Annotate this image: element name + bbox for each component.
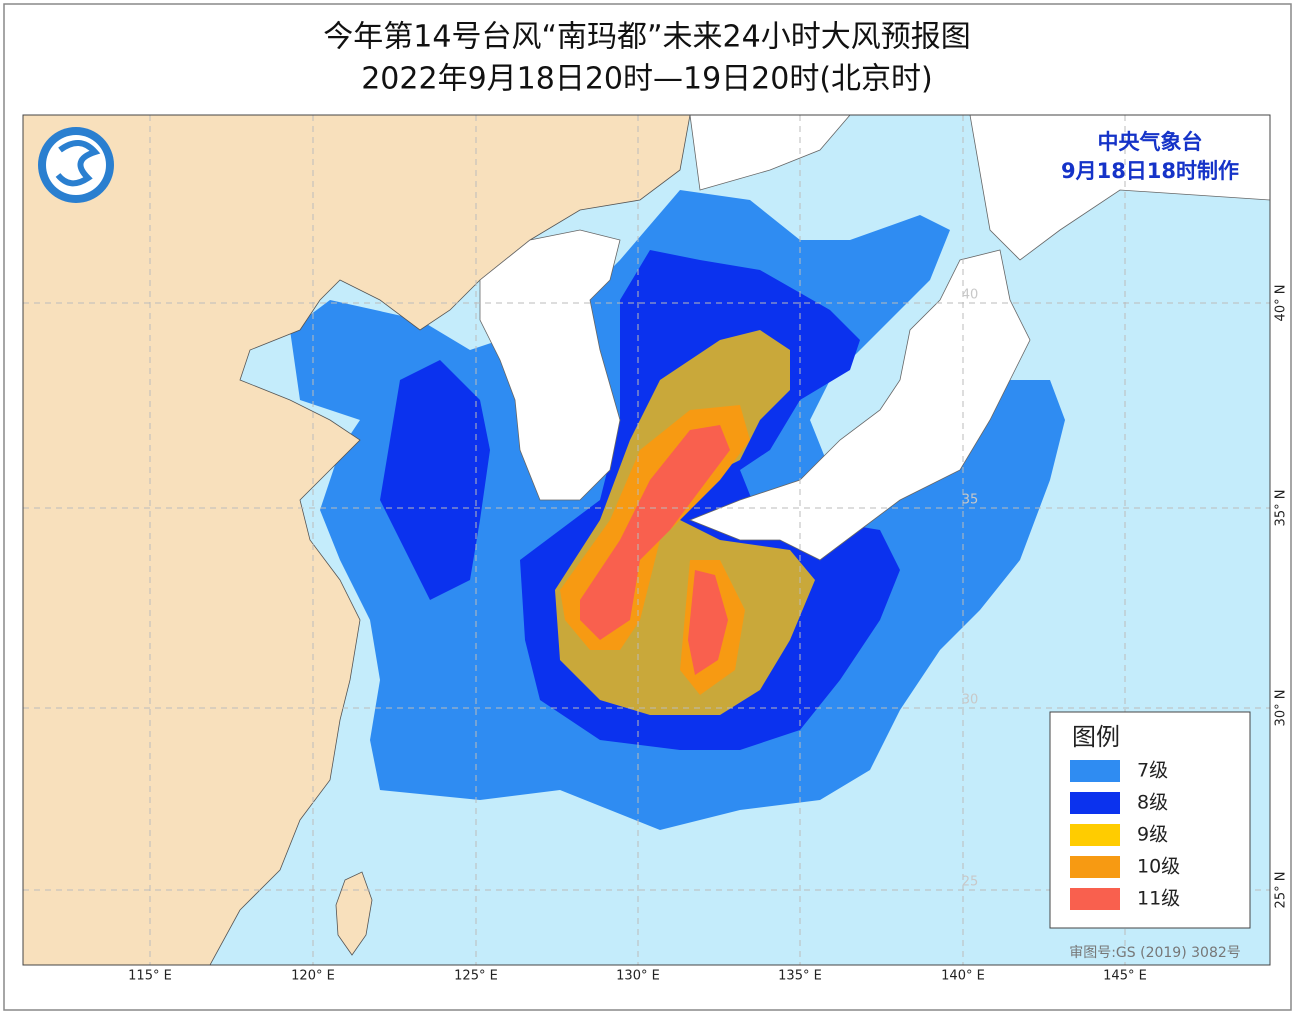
legend-swatch (1070, 824, 1120, 846)
longitude-label: 145° E (1103, 969, 1147, 984)
taiwan-land (335, 871, 373, 956)
logo-mark (55, 140, 101, 187)
longitude-label: 130° E (616, 969, 660, 984)
legend-title: 图例 (1072, 723, 1120, 751)
latitude-label: 35° N (1274, 490, 1289, 527)
made-at: 9月18日18时制作 (1061, 159, 1239, 183)
legend-swatch (1070, 792, 1120, 814)
grid-label: 40 (962, 288, 979, 303)
legend-label: 11级 (1137, 888, 1180, 910)
grid-label: 30 (962, 693, 979, 708)
legend-label: 7级 (1137, 760, 1168, 782)
longitude-label: 125° E (454, 969, 498, 984)
latitude-label: 25° N (1274, 872, 1289, 909)
grid-label: 35 (962, 493, 979, 508)
legend-label: 10级 (1137, 856, 1180, 878)
legend-swatch (1070, 760, 1120, 782)
title: 今年第14号台风“南玛都”未来24小时大风预报图 (323, 20, 970, 55)
zone-11 (688, 570, 728, 675)
north-land (969, 115, 1270, 261)
subtitle: 2022年9月18日20时—19日20时(北京时) (361, 62, 933, 97)
longitude-label: 115° E (128, 969, 172, 984)
map-border (22, 114, 1271, 966)
review-number: 审图号:GS (2019) 3082号 (1069, 945, 1241, 961)
agency: 中央气象台 (1098, 130, 1203, 154)
legend-label: 8级 (1137, 792, 1168, 814)
longitude-label: 120° E (291, 969, 335, 984)
legend: 图例 7级 8级 9级 10级 11级 (1049, 711, 1251, 929)
legend-label: 9级 (1137, 824, 1168, 846)
japan-land (688, 249, 1031, 561)
russia-land (689, 115, 851, 191)
legend-swatch (1070, 856, 1120, 878)
grid-label: 25 (962, 875, 979, 890)
zone-11 (580, 425, 730, 640)
zone-8 (380, 360, 490, 600)
longitude-label: 140° E (941, 969, 985, 984)
latitude-label: 30° N (1274, 690, 1289, 727)
korea-land (479, 229, 621, 501)
longitude-label: 135° E (778, 969, 822, 984)
latitude-label: 40° N (1274, 285, 1289, 322)
map (23, 115, 1270, 965)
legend-swatch (1070, 888, 1120, 910)
